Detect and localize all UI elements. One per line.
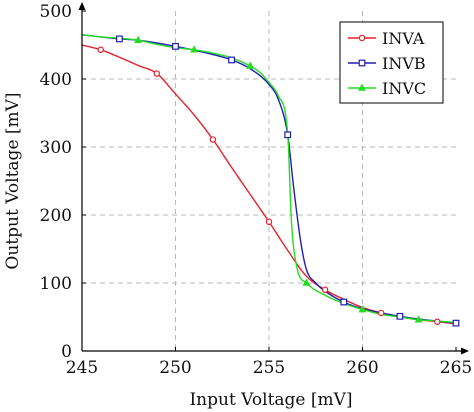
series-marker-invc (134, 35, 143, 44)
y-tick-label: 500 (40, 2, 72, 22)
y-axis-label: Output Voltage [mV] (3, 92, 23, 269)
series-marker-invb (452, 319, 460, 327)
legend-label-invb: INVB (382, 54, 426, 73)
axes (78, 2, 469, 355)
series-marker-invb (115, 35, 123, 43)
series-marker-invc (414, 315, 423, 323)
series-marker-inva (153, 70, 160, 77)
series-marker-invc (358, 305, 367, 313)
series-marker-inva (378, 309, 385, 317)
y-tick-label: 200 (40, 206, 72, 226)
y-tick-label: 100 (40, 274, 72, 294)
x-tick-label: 265 (440, 358, 472, 378)
series-marker-invb (284, 131, 292, 139)
series-marker-invc (246, 61, 255, 69)
legend-label-inva: INVA (382, 29, 425, 48)
x-axis-label: Input Voltage [mV] (189, 390, 352, 410)
series-line-invc (81, 34, 457, 324)
x-tick-label: 255 (253, 358, 285, 378)
x-tick-label: 250 (159, 358, 191, 378)
tick-labels: 245 250 255 260 265 0 100 200 300 400 500 (40, 2, 473, 378)
y-tick-label: 0 (61, 342, 72, 362)
series-marker-invb (172, 42, 179, 50)
x-tick-label: 245 (66, 358, 98, 378)
series-marker-inva (265, 218, 273, 225)
series-marker-invb (396, 312, 404, 320)
series-marker-inva (434, 318, 441, 325)
series-layer (81, 34, 460, 327)
legend-marker-invb (358, 59, 366, 67)
legend-marker-inva (358, 34, 366, 42)
series-marker-invb (340, 298, 348, 306)
series-marker-inva (209, 136, 217, 143)
legend-label-invc: INVC (382, 79, 426, 98)
x-tick-label: 260 (346, 358, 378, 378)
series-marker-invc (190, 45, 199, 53)
x-axis-arrow (461, 347, 469, 355)
y-tick-label: 300 (40, 138, 72, 158)
y-axis-arrow (78, 2, 86, 10)
series-marker-invc (302, 278, 311, 286)
legend: INVA INVB INVC (339, 21, 444, 104)
y-tick-label: 400 (40, 70, 72, 90)
series-marker-inva (97, 46, 104, 53)
series-marker-inva (321, 286, 329, 293)
legend-marker-invc (358, 83, 366, 91)
series-marker-invb (228, 56, 236, 64)
